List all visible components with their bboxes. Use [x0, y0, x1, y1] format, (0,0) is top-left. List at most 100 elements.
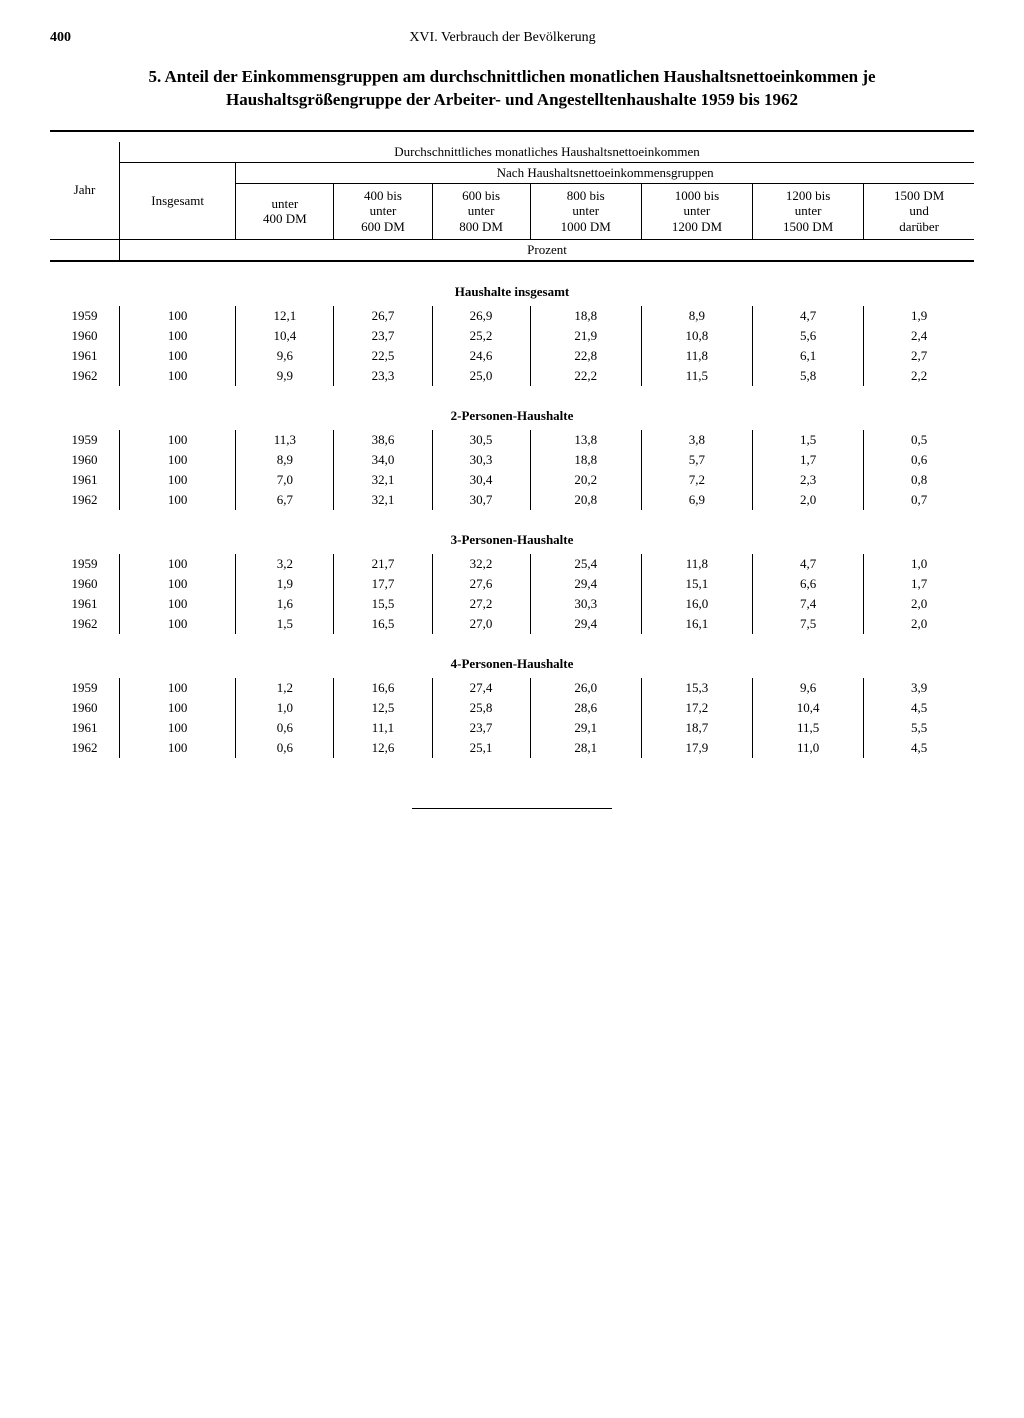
- cell-value: 6,6: [753, 574, 864, 594]
- cell-value: 15,3: [641, 678, 752, 698]
- cell-value: 2,0: [753, 490, 864, 510]
- cell-value: 27,6: [432, 574, 530, 594]
- cell-value: 9,6: [236, 346, 334, 366]
- cell-value: 5,7: [641, 450, 752, 470]
- cell-value: 0,7: [864, 490, 974, 510]
- cell-total: 100: [120, 554, 236, 574]
- col-3: 600 bisunter800 DM: [432, 183, 530, 239]
- col-main: Durchschnittliches monatliches Haushalts…: [120, 142, 975, 163]
- table-row: 195910011,338,630,513,83,81,50,5: [50, 430, 974, 450]
- cell-value: 20,2: [530, 470, 641, 490]
- cell-value: 0,6: [864, 450, 974, 470]
- cell-value: 22,2: [530, 366, 641, 386]
- table-title: 5. Anteil der Einkommensgruppen am durch…: [137, 66, 887, 112]
- cell-value: 13,8: [530, 430, 641, 450]
- col-2: 400 bisunter600 DM: [334, 183, 432, 239]
- cell-total: 100: [120, 614, 236, 634]
- table-row: 19601001,012,525,828,617,210,44,5: [50, 698, 974, 718]
- cell-total: 100: [120, 306, 236, 326]
- cell-year: 1961: [50, 346, 120, 366]
- cell-value: 1,9: [864, 306, 974, 326]
- cell-value: 4,7: [753, 554, 864, 574]
- cell-value: 18,8: [530, 450, 641, 470]
- cell-value: 32,1: [334, 490, 432, 510]
- cell-value: 38,6: [334, 430, 432, 450]
- section-label: 2-Personen-Haushalte: [50, 396, 974, 430]
- cell-value: 2,7: [864, 346, 974, 366]
- cell-year: 1962: [50, 738, 120, 758]
- cell-value: 1,7: [864, 574, 974, 594]
- col-1: unter400 DM: [236, 183, 334, 239]
- cell-value: 26,0: [530, 678, 641, 698]
- cell-value: 32,2: [432, 554, 530, 574]
- table-row: 19601001,917,727,629,415,16,61,7: [50, 574, 974, 594]
- cell-value: 0,6: [236, 738, 334, 758]
- chapter-title: XVI. Verbrauch der Bevölkerung: [71, 30, 934, 46]
- cell-value: 30,3: [432, 450, 530, 470]
- cell-value: 17,7: [334, 574, 432, 594]
- cell-value: 16,1: [641, 614, 752, 634]
- section-label: Haushalte insgesamt: [50, 272, 974, 306]
- cell-year: 1960: [50, 326, 120, 346]
- table-row: 19601008,934,030,318,85,71,70,6: [50, 450, 974, 470]
- cell-value: 7,0: [236, 470, 334, 490]
- cell-value: 8,9: [641, 306, 752, 326]
- cell-value: 10,8: [641, 326, 752, 346]
- table-row: 19621006,732,130,720,86,92,00,7: [50, 490, 974, 510]
- cell-value: 6,7: [236, 490, 334, 510]
- income-table: Jahr Durchschnittliches monatliches Haus…: [50, 130, 974, 768]
- cell-year: 1960: [50, 698, 120, 718]
- cell-value: 12,6: [334, 738, 432, 758]
- cell-total: 100: [120, 738, 236, 758]
- table-row: 196010010,423,725,221,910,85,62,4: [50, 326, 974, 346]
- cell-value: 2,4: [864, 326, 974, 346]
- table-row: 19621009,923,325,022,211,55,82,2: [50, 366, 974, 386]
- cell-value: 5,5: [864, 718, 974, 738]
- cell-value: 7,5: [753, 614, 864, 634]
- cell-value: 7,2: [641, 470, 752, 490]
- cell-year: 1961: [50, 470, 120, 490]
- cell-value: 17,9: [641, 738, 752, 758]
- cell-value: 10,4: [753, 698, 864, 718]
- cell-value: 1,5: [753, 430, 864, 450]
- cell-value: 11,8: [641, 554, 752, 574]
- cell-value: 1,0: [236, 698, 334, 718]
- cell-value: 27,4: [432, 678, 530, 698]
- cell-value: 1,0: [864, 554, 974, 574]
- cell-year: 1961: [50, 594, 120, 614]
- cell-value: 6,1: [753, 346, 864, 366]
- cell-value: 21,7: [334, 554, 432, 574]
- cell-value: 3,2: [236, 554, 334, 574]
- cell-value: 25,2: [432, 326, 530, 346]
- cell-value: 25,8: [432, 698, 530, 718]
- table-row: 19611009,622,524,622,811,86,12,7: [50, 346, 974, 366]
- cell-value: 2,2: [864, 366, 974, 386]
- cell-value: 23,7: [432, 718, 530, 738]
- cell-year: 1960: [50, 450, 120, 470]
- cell-total: 100: [120, 594, 236, 614]
- cell-value: 11,8: [641, 346, 752, 366]
- cell-value: 29,1: [530, 718, 641, 738]
- cell-value: 25,4: [530, 554, 641, 574]
- cell-total: 100: [120, 470, 236, 490]
- page-number: 400: [50, 30, 71, 46]
- cell-value: 21,9: [530, 326, 641, 346]
- cell-value: 1,7: [753, 450, 864, 470]
- section-label: 4-Personen-Haushalte: [50, 644, 974, 678]
- cell-value: 22,5: [334, 346, 432, 366]
- cell-value: 18,8: [530, 306, 641, 326]
- cell-total: 100: [120, 698, 236, 718]
- cell-value: 11,3: [236, 430, 334, 450]
- cell-value: 6,9: [641, 490, 752, 510]
- cell-value: 5,6: [753, 326, 864, 346]
- cell-year: 1962: [50, 490, 120, 510]
- col-jahr: Jahr: [50, 142, 120, 239]
- col-6: 1200 bisunter1500 DM: [753, 183, 864, 239]
- cell-value: 26,7: [334, 306, 432, 326]
- table-row: 19621000,612,625,128,117,911,04,5: [50, 738, 974, 758]
- cell-value: 4,7: [753, 306, 864, 326]
- cell-value: 30,5: [432, 430, 530, 450]
- cell-value: 15,5: [334, 594, 432, 614]
- page-header: 400 XVI. Verbrauch der Bevölkerung: [50, 30, 974, 46]
- cell-value: 3,8: [641, 430, 752, 450]
